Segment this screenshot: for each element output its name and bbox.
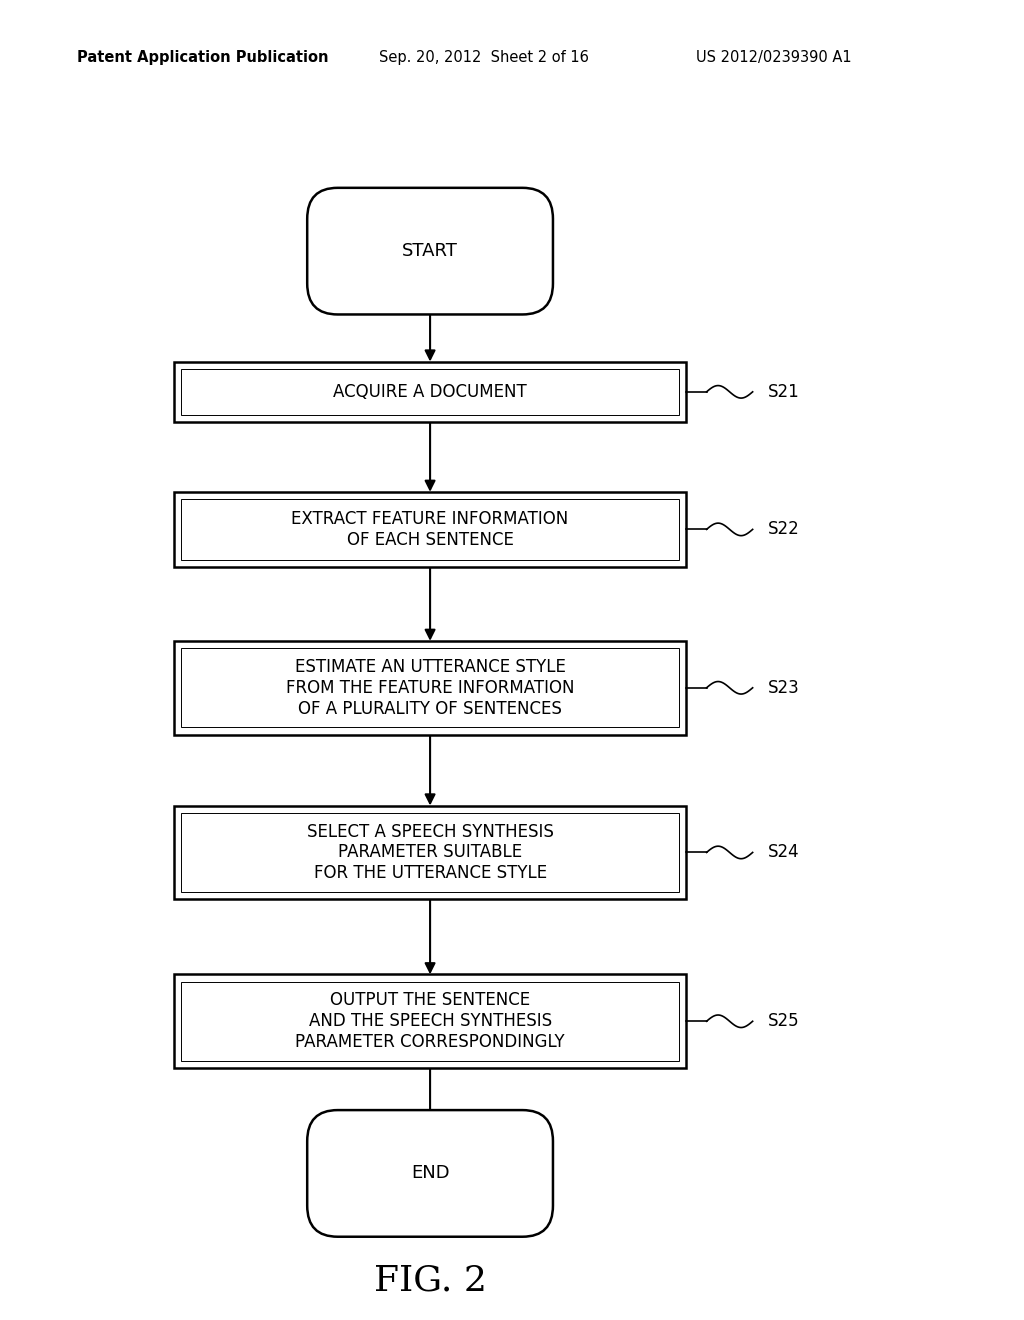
Text: Sep. 20, 2012  Sheet 2 of 16: Sep. 20, 2012 Sheet 2 of 16	[379, 50, 589, 65]
Text: OUTPUT THE SENTENCE
AND THE SPEECH SYNTHESIS
PARAMETER CORRESPONDINGLY: OUTPUT THE SENTENCE AND THE SPEECH SYNTH…	[295, 991, 565, 1051]
Bar	[181, 368, 679, 414]
Text: S23: S23	[768, 678, 800, 697]
Text: S25: S25	[768, 1012, 800, 1031]
Text: EXTRACT FEATURE INFORMATION
OF EACH SENTENCE: EXTRACT FEATURE INFORMATION OF EACH SENT…	[292, 510, 568, 549]
Bar	[174, 362, 686, 422]
Text: S22: S22	[768, 520, 800, 539]
Bar	[174, 492, 686, 566]
Bar	[181, 499, 679, 560]
Text: S24: S24	[768, 843, 800, 862]
Bar	[174, 642, 686, 735]
Bar	[181, 982, 679, 1061]
Text: START: START	[402, 242, 458, 260]
Text: END: END	[411, 1164, 450, 1183]
Text: ACQUIRE A DOCUMENT: ACQUIRE A DOCUMENT	[333, 383, 527, 401]
Text: FIG. 2: FIG. 2	[374, 1263, 486, 1298]
Text: Patent Application Publication: Patent Application Publication	[77, 50, 329, 65]
FancyBboxPatch shape	[307, 187, 553, 314]
Text: SELECT A SPEECH SYNTHESIS
PARAMETER SUITABLE
FOR THE UTTERANCE STYLE: SELECT A SPEECH SYNTHESIS PARAMETER SUIT…	[306, 822, 554, 882]
FancyBboxPatch shape	[307, 1110, 553, 1237]
Bar	[181, 813, 679, 892]
Text: US 2012/0239390 A1: US 2012/0239390 A1	[696, 50, 852, 65]
Text: S21: S21	[768, 383, 800, 401]
Text: ESTIMATE AN UTTERANCE STYLE
FROM THE FEATURE INFORMATION
OF A PLURALITY OF SENTE: ESTIMATE AN UTTERANCE STYLE FROM THE FEA…	[286, 657, 574, 718]
Bar	[181, 648, 679, 727]
Bar	[174, 805, 686, 899]
Bar	[174, 974, 686, 1068]
